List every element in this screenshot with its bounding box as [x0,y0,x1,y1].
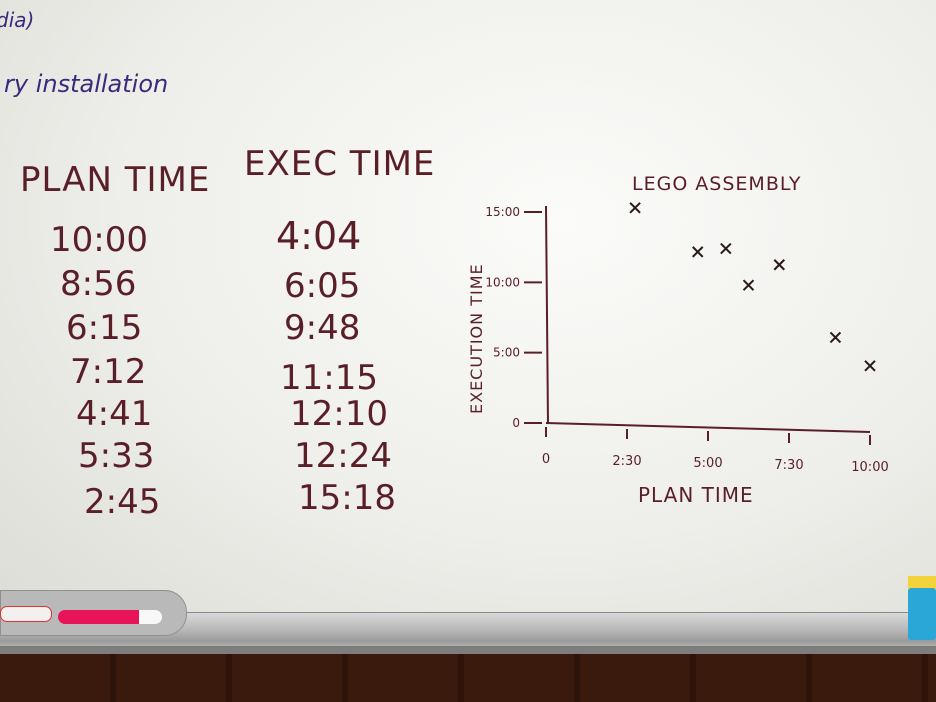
data-point-stroke [773,259,785,271]
y-tick-label: 15:00 [485,205,520,219]
list-item: 6:15 [66,308,143,348]
white-marker[interactable] [0,606,52,622]
pink-marker[interactable] [58,610,162,624]
eraser-top [908,576,936,590]
x-axis-line [545,422,871,433]
x-axis-label: PLAN TIME [638,483,754,507]
x-tick-label: 7:30 [774,458,803,473]
data-point [720,242,732,255]
data-point [629,202,641,214]
list-item: 9:48 [284,308,361,348]
x-tick-label: 0 [542,452,550,467]
list-item: 2:45 [84,482,161,522]
list-item: 6:05 [284,266,361,306]
exec-time-header: EXEC TIME [244,144,436,184]
x-tick-label: 5:00 [693,456,722,471]
x-tick-label: 10:00 [851,460,888,475]
partial-note: ry installation [4,70,169,98]
y-tick-label: 10:00 [485,275,520,289]
data-point-stroke [629,202,641,214]
y-tick-label: 0 [512,416,520,430]
plan-time-header: PLAN TIME [20,160,211,200]
list-item: 15:18 [298,478,396,518]
x-tick-label: 2:30 [612,454,641,469]
wood-floor [0,654,936,702]
y-axis-line [545,205,549,425]
list-item: 10:00 [50,220,148,260]
data-point [864,360,876,372]
list-item: 4:04 [276,214,362,258]
data-point [692,246,704,258]
chart-title: LEGO ASSEMBLY [632,173,802,195]
data-point [742,279,755,291]
data-point-stroke [829,331,842,344]
list-item: 12:10 [290,394,388,434]
corner-fragment: dia) [0,8,35,32]
list-item: 5:33 [78,436,155,476]
data-point-stroke [720,242,732,255]
scatter-chart: LEGO ASSEMBLY EXECUTION TIME PLAN TIME 0… [467,173,889,507]
tray-lip [0,646,936,654]
y-axis-label: EXECUTION TIME [467,263,486,414]
y-tick-label: 5:00 [493,346,520,360]
list-item: 12:24 [294,436,392,476]
list-item: 7:12 [70,352,147,392]
data-point [773,259,785,271]
whiteboard: dia) ry installation PLAN TIME EXEC TIME… [0,0,936,628]
eraser[interactable] [908,588,936,640]
data-point-stroke [692,246,704,258]
list-item: 11:15 [280,358,378,398]
list-item: 4:41 [76,394,153,434]
data-point-stroke [864,360,876,372]
data-point-stroke [742,279,755,291]
data-point [829,331,842,344]
list-item: 8:56 [60,264,137,304]
